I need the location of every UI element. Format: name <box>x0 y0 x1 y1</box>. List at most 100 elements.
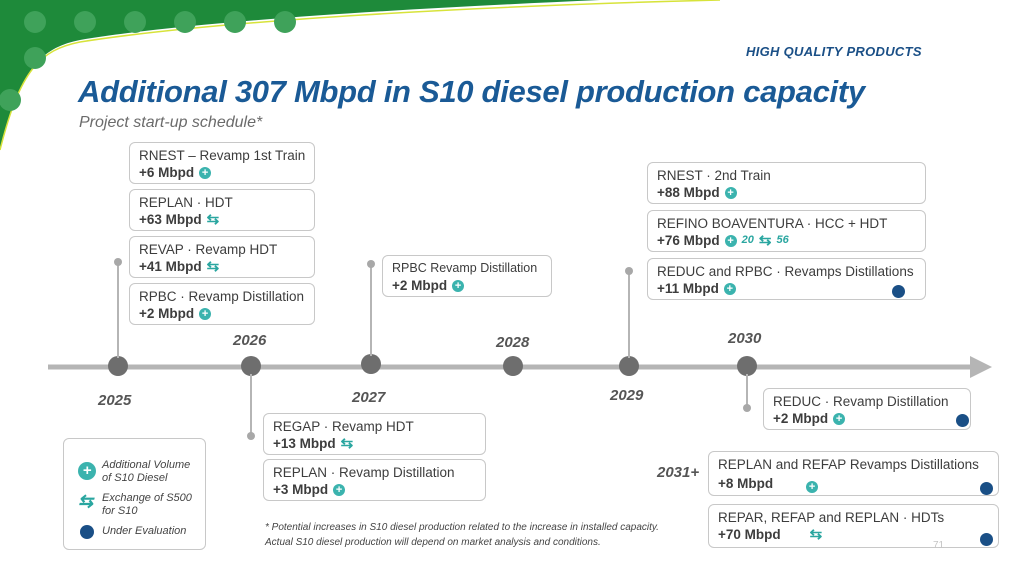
project-name: RNEST · 2nd Train <box>657 168 771 183</box>
project-box-repar-refap-replan-hdts: REPAR, REFAP and REPLAN · HDTs +70 Mbpd ⇆ <box>708 504 999 548</box>
under-evaluation-icon <box>80 525 94 539</box>
project-name: REPAR, REFAP and REPLAN · HDTs <box>718 510 945 525</box>
project-box-regap-hdt: REGAP · Revamp HDT +13 Mbpd ⇆ <box>263 413 486 455</box>
year-label-2025: 2025 <box>98 392 132 409</box>
stem-2027 <box>370 264 372 356</box>
under-evaluation-icon <box>956 414 969 427</box>
project-value: +13 Mbpd <box>273 436 336 451</box>
year-label-2030: 2030 <box>728 330 762 347</box>
footnote-line-1: * Potential increases in S10 diesel prod… <box>265 522 659 533</box>
project-value: +88 Mbpd <box>657 185 720 200</box>
year-label-2027: 2027 <box>352 389 386 406</box>
project-value: +6 Mbpd <box>139 165 195 180</box>
project-box-refino-boaventura: REFINO BOAVENTURA · HCC + HDT +76 Mbpd +2… <box>647 210 926 252</box>
additional-volume-icon: + <box>78 462 96 480</box>
project-name: REPLAN and REFAP Revamps Distillations <box>718 457 979 472</box>
timeline-point-2027 <box>361 354 381 374</box>
footnote-line-2: Actual S10 diesel production will depend… <box>265 537 601 548</box>
exchange-icon: ⇆ <box>340 434 354 452</box>
project-name: REDUC · Revamp Distillation <box>773 394 949 409</box>
additional-split: 20 <box>741 234 754 246</box>
header-decoration <box>0 0 721 151</box>
exchange-icon: ⇆ <box>206 257 220 275</box>
stem-2029 <box>628 272 630 358</box>
project-name: RNEST – Revamp 1st Train <box>139 148 306 163</box>
under-evaluation-icon <box>980 533 993 546</box>
stem-end-2027 <box>367 260 375 268</box>
project-box-reduc-revamp-distillation: REDUC · Revamp Distillation +2 Mbpd + <box>763 388 971 430</box>
project-name: REPLAN · Revamp Distillation <box>273 465 455 480</box>
project-value: +70 Mbpd <box>718 527 781 542</box>
stem-end-2026 <box>247 432 255 440</box>
year-label-2029: 2029 <box>610 387 644 404</box>
project-name: REVAP · Revamp HDT <box>139 242 278 257</box>
project-box-replan-hdt: REPLAN · HDT +63 Mbpd ⇆ <box>129 189 315 231</box>
project-box-replan-distillation: REPLAN · Revamp Distillation +3 Mbpd + <box>263 459 486 501</box>
timeline-point-2026 <box>241 356 261 376</box>
project-value: +2 Mbpd <box>139 306 195 321</box>
project-value: +76 Mbpd <box>657 233 720 248</box>
project-value: +8 Mbpd <box>718 475 774 491</box>
footnote: * Potential increases in S10 diesel prod… <box>265 520 659 550</box>
project-name: REPLAN · HDT <box>139 195 233 210</box>
project-box-reduc-rpbc-distillations: REDUC and RPBC · Revamps Distillations +… <box>647 258 926 300</box>
project-name: RPBC · Revamp Distillation <box>139 289 305 304</box>
project-box-revap-hdt: REVAP · Revamp HDT +41 Mbpd ⇆ <box>129 236 315 278</box>
legend-label: Additional Volume of S10 Diesel <box>102 459 191 484</box>
exchange-icon: ⇆ <box>206 210 220 228</box>
exchange-split: 56 <box>776 234 789 246</box>
stem-2026 <box>250 374 252 436</box>
year-label-2026: 2026 <box>233 332 267 349</box>
under-evaluation-icon <box>892 285 905 298</box>
exchange-icon: ⇆ <box>758 231 772 249</box>
project-name: REDUC and RPBC · Revamps Distillations <box>657 264 914 279</box>
stem-2030 <box>746 374 748 406</box>
project-box-rpbc-revamp-distillation: RPBC Revamp Distillation +2 Mbpd + <box>382 255 552 297</box>
year-label-2031-plus: 2031+ <box>657 464 700 481</box>
additional-volume-icon: + <box>806 481 819 493</box>
project-name: REGAP · Revamp HDT <box>273 419 414 434</box>
legend-item-additional: + Additional Volume of S10 Diesel <box>78 459 202 485</box>
project-value: +63 Mbpd <box>139 212 202 227</box>
project-value: +41 Mbpd <box>139 259 202 274</box>
page-number: 71 <box>933 540 945 551</box>
project-name: RPBC Revamp Distillation <box>392 261 538 275</box>
project-box-rpbc-distillation: RPBC · Revamp Distillation +2 Mbpd + <box>129 283 315 325</box>
stem-end-2025 <box>114 258 122 266</box>
stem-end-2030 <box>743 404 751 412</box>
additional-volume-icon: + <box>833 412 846 425</box>
page-subtitle: Project start-up schedule* <box>79 114 263 131</box>
additional-volume-icon: + <box>199 166 212 179</box>
additional-volume-icon: + <box>452 279 465 292</box>
project-box-rnest-2nd-train: RNEST · 2nd Train +88 Mbpd + <box>647 162 926 204</box>
page-title: Additional 307 Mbpd in S10 diesel produc… <box>78 74 865 109</box>
additional-volume-icon: + <box>724 234 737 247</box>
additional-volume-icon: + <box>333 483 346 496</box>
timeline-point-2029 <box>619 356 639 376</box>
under-evaluation-icon <box>980 482 993 495</box>
legend-label: Exchange of S500 for S10 <box>102 492 192 517</box>
year-label-2028: 2028 <box>496 334 530 351</box>
project-value: +11 Mbpd <box>657 281 719 296</box>
additional-volume-icon: + <box>724 186 737 199</box>
exchange-icon: ⇆ <box>78 491 94 511</box>
timeline-point-2025 <box>108 356 128 376</box>
stem-end-2029 <box>625 267 633 275</box>
project-box-replan-refap-distillations: REPLAN and REFAP Revamps Distillations +… <box>708 451 999 496</box>
project-name: REFINO BOAVENTURA · HCC + HDT <box>657 216 888 231</box>
exchange-icon: ⇆ <box>809 525 823 543</box>
timeline-point-2028 <box>503 356 523 376</box>
project-value: +3 Mbpd <box>273 482 329 497</box>
legend-item-exchange: ⇆ Exchange of S500 for S10 <box>78 492 202 518</box>
project-value: +2 Mbpd <box>773 411 829 426</box>
project-value: +2 Mbpd <box>392 278 448 293</box>
additional-volume-icon: + <box>723 282 736 295</box>
legend-item-evaluation: Under Evaluation <box>78 525 186 539</box>
section-tag: HIGH QUALITY PRODUCTS <box>746 44 922 59</box>
additional-volume-icon: + <box>199 307 212 320</box>
timeline-point-2030 <box>737 356 757 376</box>
legend-label: Under Evaluation <box>102 525 187 537</box>
stem-2025 <box>117 262 119 358</box>
legend: + Additional Volume of S10 Diesel ⇆ Exch… <box>63 438 206 550</box>
project-box-rnest-revamp-1st: RNEST – Revamp 1st Train +6 Mbpd + <box>129 142 315 184</box>
